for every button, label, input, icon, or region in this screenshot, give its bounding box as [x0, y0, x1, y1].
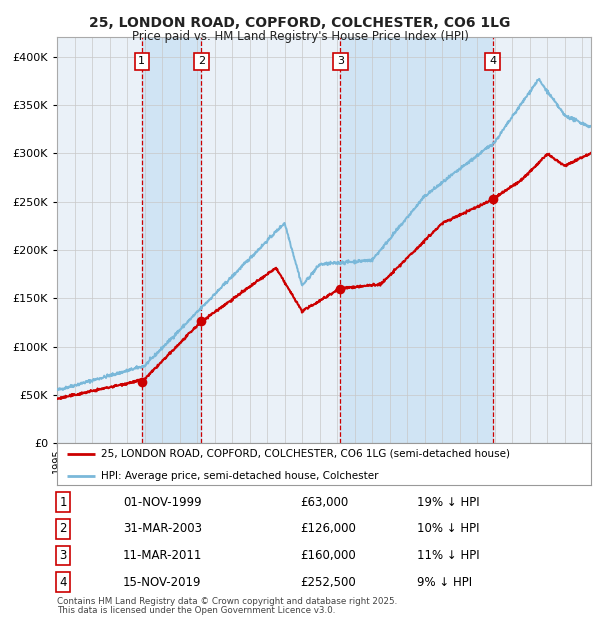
- Text: 10% ↓ HPI: 10% ↓ HPI: [417, 523, 479, 535]
- Text: 11% ↓ HPI: 11% ↓ HPI: [417, 549, 479, 562]
- Text: £126,000: £126,000: [300, 523, 356, 535]
- Text: 19% ↓ HPI: 19% ↓ HPI: [417, 496, 479, 508]
- Text: 01-NOV-1999: 01-NOV-1999: [123, 496, 202, 508]
- Text: 2: 2: [59, 523, 67, 535]
- Text: 1: 1: [59, 496, 67, 508]
- Text: £252,500: £252,500: [300, 576, 356, 588]
- Bar: [340, 37, 493, 443]
- Text: 3: 3: [59, 549, 67, 562]
- Text: 2: 2: [198, 56, 205, 66]
- Text: This data is licensed under the Open Government Licence v3.0.: This data is licensed under the Open Gov…: [57, 606, 335, 615]
- Text: £63,000: £63,000: [300, 496, 348, 508]
- Text: 3: 3: [337, 56, 344, 66]
- Text: 9% ↓ HPI: 9% ↓ HPI: [417, 576, 472, 588]
- Text: Contains HM Land Registry data © Crown copyright and database right 2025.: Contains HM Land Registry data © Crown c…: [57, 597, 397, 606]
- Text: £160,000: £160,000: [300, 549, 356, 562]
- Bar: [142, 37, 202, 443]
- Text: 25, LONDON ROAD, COPFORD, COLCHESTER, CO6 1LG (semi-detached house): 25, LONDON ROAD, COPFORD, COLCHESTER, CO…: [101, 449, 510, 459]
- Text: 15-NOV-2019: 15-NOV-2019: [123, 576, 202, 588]
- Text: 1: 1: [138, 56, 145, 66]
- Text: 4: 4: [59, 576, 67, 588]
- Text: 25, LONDON ROAD, COPFORD, COLCHESTER, CO6 1LG: 25, LONDON ROAD, COPFORD, COLCHESTER, CO…: [89, 16, 511, 30]
- Text: HPI: Average price, semi-detached house, Colchester: HPI: Average price, semi-detached house,…: [101, 471, 378, 480]
- Text: 4: 4: [489, 56, 496, 66]
- Text: 31-MAR-2003: 31-MAR-2003: [123, 523, 202, 535]
- Text: Price paid vs. HM Land Registry's House Price Index (HPI): Price paid vs. HM Land Registry's House …: [131, 30, 469, 43]
- Text: 11-MAR-2011: 11-MAR-2011: [123, 549, 202, 562]
